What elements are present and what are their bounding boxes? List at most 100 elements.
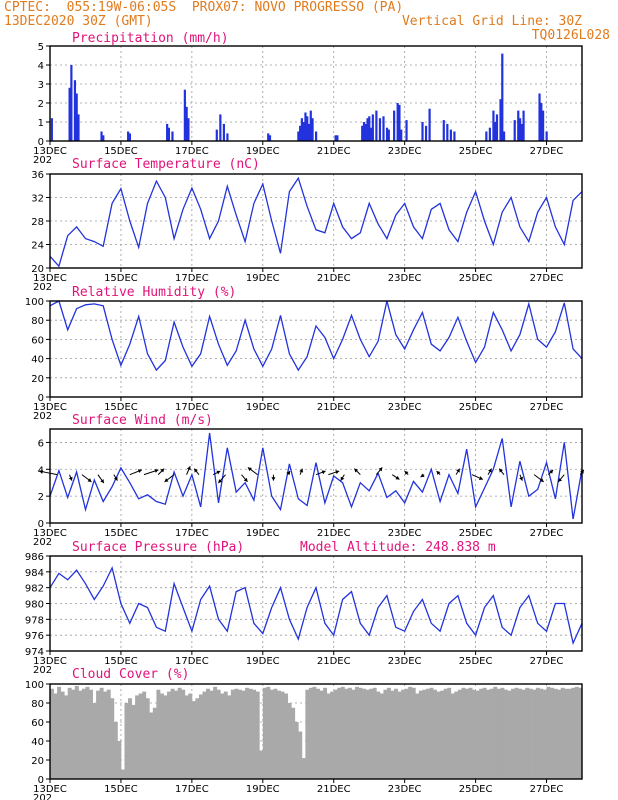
y-tick-label: 6 xyxy=(38,438,44,449)
cloud-bar xyxy=(245,687,250,779)
precip-bar xyxy=(185,106,188,141)
x-tick-label: 27DEC xyxy=(530,402,564,413)
x-tick-label: 27DEC xyxy=(530,146,564,157)
y-tick-label: 2 xyxy=(38,99,44,110)
cloud-bar xyxy=(447,687,452,779)
cloud-bar xyxy=(390,690,395,779)
wind-arrowhead xyxy=(160,468,165,473)
cloud-bar xyxy=(326,693,331,779)
wind-arrowhead xyxy=(488,468,492,473)
cloud-bar xyxy=(482,687,487,779)
wind-arrowhead xyxy=(137,469,142,474)
cloud-bar xyxy=(521,689,526,779)
cloud-bar xyxy=(142,691,147,779)
model-id: TQ0126L028 xyxy=(531,28,610,43)
y-tick-label: 24 xyxy=(31,241,44,252)
precip-bar xyxy=(75,93,78,141)
cloud-bar xyxy=(273,688,278,779)
precip-bar xyxy=(302,122,305,141)
precip-bar xyxy=(334,135,337,141)
y-tick-label: 974 xyxy=(25,647,44,658)
cloud-bar xyxy=(539,688,544,779)
panel-title: Surface Pressure (hPa) xyxy=(72,540,244,555)
wind-arrowhead xyxy=(271,477,276,481)
precip-bar xyxy=(522,110,525,141)
precip-bar xyxy=(488,127,491,141)
station-line: CPTEC: 055:19W-06:05S PROX07: NOVO PROGR… xyxy=(4,0,404,15)
precip-bar xyxy=(309,110,312,141)
precip-bar xyxy=(299,125,302,141)
panel-title: Surface Wind (m/s) xyxy=(72,413,213,428)
precip-bar xyxy=(307,123,311,141)
cloud-bar xyxy=(117,741,122,779)
precip-bar xyxy=(315,131,318,141)
wind-arrowhead xyxy=(100,479,104,484)
series-line xyxy=(49,300,583,372)
precip-bar xyxy=(501,53,504,141)
cloud-bar xyxy=(358,687,363,779)
cloud-bar xyxy=(535,687,540,779)
x-tick-label: 21DEC xyxy=(317,784,351,795)
cloud-bar xyxy=(440,690,445,779)
cloud-bar xyxy=(71,689,76,779)
cloud-bar xyxy=(496,688,501,779)
cloud-bar xyxy=(425,688,430,779)
x-tick-label: 21DEC xyxy=(317,146,351,157)
precip-bar xyxy=(513,120,516,141)
precip-bar xyxy=(540,103,543,141)
cloud-bar xyxy=(443,688,448,779)
cloud-bar xyxy=(287,703,292,779)
cloud-bar xyxy=(344,688,349,779)
cloud-bar xyxy=(379,693,384,779)
cloud-bar xyxy=(252,689,257,779)
x-tick-label: 23DEC xyxy=(388,656,422,667)
cloud-bar xyxy=(532,689,537,779)
x-tick-label: 27DEC xyxy=(530,656,564,667)
x-tick-label: 13DEC xyxy=(33,402,67,413)
cloud-bar xyxy=(518,688,523,779)
cloud-bar xyxy=(234,688,239,779)
y-tick-label: 0 xyxy=(38,393,44,404)
wind-arrowhead xyxy=(354,468,359,473)
cloud-bar xyxy=(542,689,547,779)
cloud-bar xyxy=(475,690,480,779)
cloud-bar xyxy=(195,698,200,779)
y-tick-label: 40 xyxy=(31,737,44,748)
x-tick-label: 15DEC xyxy=(104,784,138,795)
y-tick-label: 60 xyxy=(31,335,44,346)
y-tick-label: 4 xyxy=(38,61,44,72)
wind-arrowhead xyxy=(39,469,43,474)
x-tick-label: 17DEC xyxy=(175,146,209,157)
y-tick-label: 40 xyxy=(31,355,44,366)
year-label: 202 xyxy=(33,665,52,676)
cloud-bar xyxy=(408,686,413,779)
year-label: 202 xyxy=(33,793,52,800)
wind-arrowhead xyxy=(286,471,291,476)
precip-bar xyxy=(396,103,399,141)
precip-bar xyxy=(306,116,309,141)
cloud-bar xyxy=(213,686,218,779)
cloud-bar xyxy=(298,731,303,779)
wind-arrowhead xyxy=(243,477,248,482)
cloud-bar xyxy=(411,687,416,779)
wind-arrowhead xyxy=(87,478,92,482)
precip-bar xyxy=(166,123,169,141)
x-tick-label: 21DEC xyxy=(317,528,351,539)
cloud-bar xyxy=(89,689,93,779)
precip-bar xyxy=(545,131,548,141)
y-tick-label: 20 xyxy=(31,756,44,767)
cloud-bar xyxy=(418,690,423,779)
wind-arrowhead xyxy=(404,471,409,475)
cloud-bar xyxy=(404,688,409,779)
year-label: 202 xyxy=(33,282,52,293)
cloud-bar xyxy=(259,750,264,779)
cloud-bar xyxy=(152,707,157,779)
cloud-bar xyxy=(50,688,54,779)
precip-bar xyxy=(300,118,304,141)
precip-bar xyxy=(499,99,502,141)
y-tick-label: 976 xyxy=(25,631,44,642)
y-tick-label: 5 xyxy=(38,42,44,53)
precip-bar xyxy=(187,118,190,141)
x-tick-label: 19DEC xyxy=(246,656,280,667)
cloud-bar xyxy=(553,688,558,779)
